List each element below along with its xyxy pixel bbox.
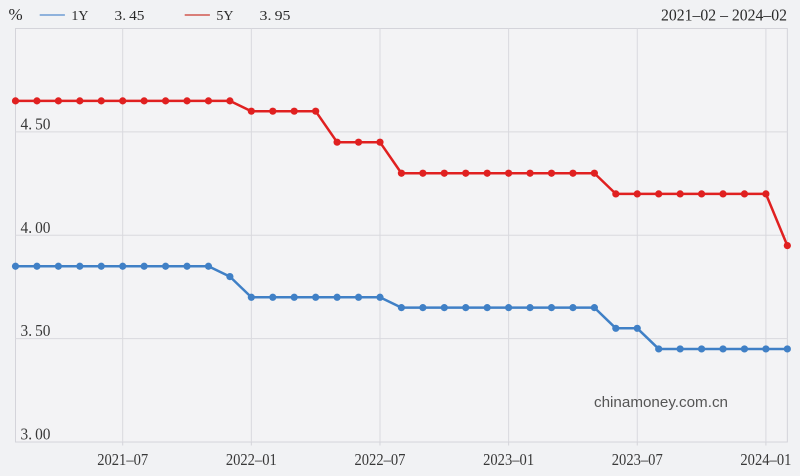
svg-text:1Y: 1Y: [71, 9, 88, 24]
svg-text:2022–01: 2022–01: [226, 450, 277, 469]
svg-text:5Y: 5Y: [216, 9, 233, 24]
svg-text:4. 00: 4. 00: [21, 218, 51, 237]
svg-text:2023–07: 2023–07: [612, 450, 663, 469]
svg-text:3. 00: 3. 00: [21, 425, 51, 444]
svg-text:3. 95: 3. 95: [260, 9, 291, 24]
svg-text:2021–02 – 2024–02: 2021–02 – 2024–02: [661, 6, 787, 25]
svg-text:chinamoney.com.cn: chinamoney.com.cn: [594, 394, 728, 411]
svg-text:%: %: [9, 5, 23, 24]
svg-text:3. 50: 3. 50: [21, 321, 51, 340]
svg-text:2022–07: 2022–07: [354, 450, 405, 469]
svg-text:2024–01: 2024–01: [740, 450, 791, 469]
svg-text:4. 50: 4. 50: [21, 114, 51, 133]
svg-text:2023–01: 2023–01: [483, 450, 534, 469]
svg-text:2021–07: 2021–07: [97, 450, 148, 469]
svg-text:3. 45: 3. 45: [115, 9, 145, 24]
